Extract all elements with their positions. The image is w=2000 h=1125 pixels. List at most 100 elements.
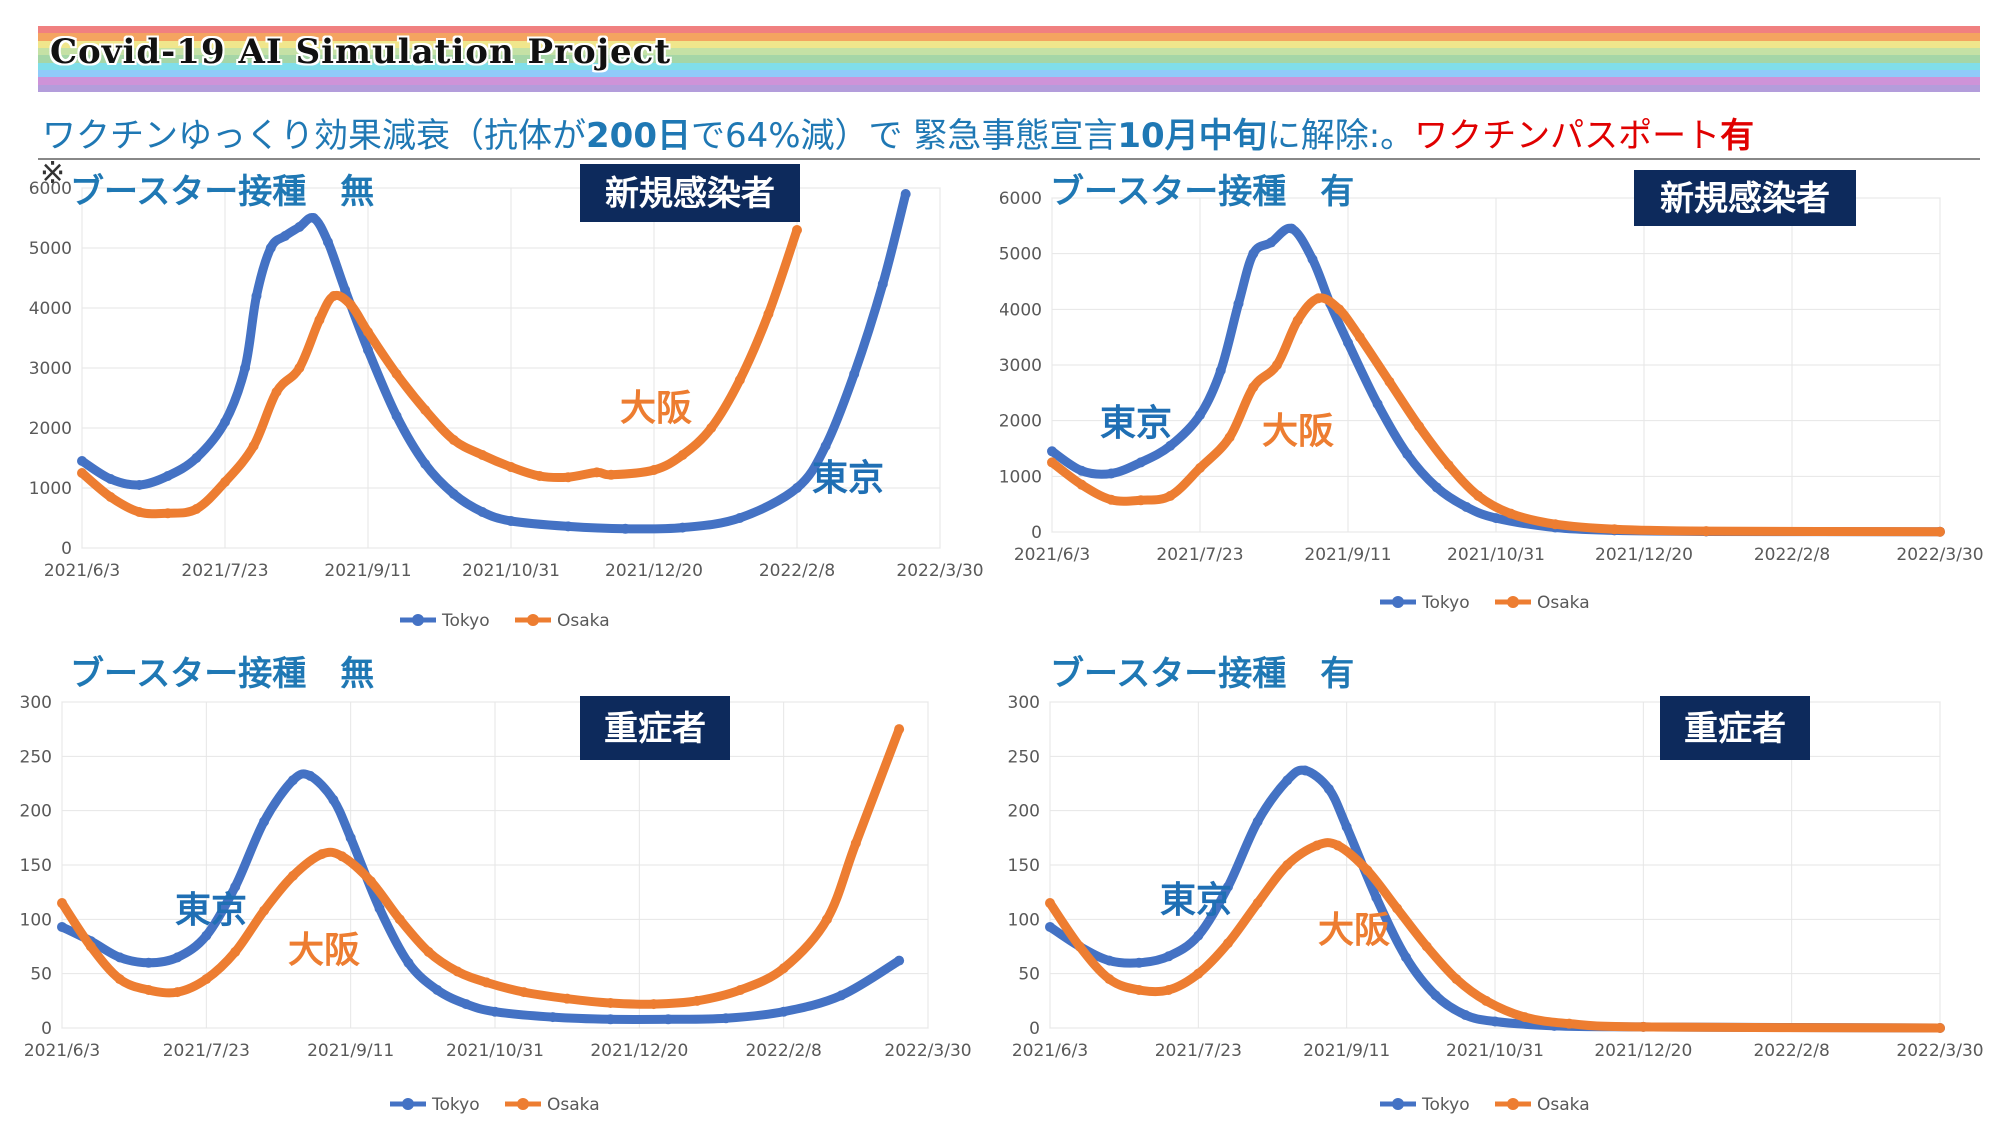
data-point-osaka	[763, 309, 774, 319]
data-point-osaka	[162, 508, 173, 519]
legend-marker	[1392, 596, 1404, 608]
data-point-tokyo	[287, 775, 298, 786]
data-point-osaka	[649, 465, 659, 475]
legend-marker	[517, 1098, 529, 1110]
x-tick-label: 2021/7/23	[1156, 545, 1243, 565]
y-tick-label: 0	[61, 539, 72, 559]
data-point-tokyo	[201, 930, 212, 941]
data-point-osaka	[134, 507, 145, 517]
data-point-osaka	[1473, 490, 1484, 501]
data-point-osaka	[1224, 432, 1235, 443]
subtitle-red-bold: 有	[1720, 116, 1755, 156]
data-point-osaka	[778, 963, 789, 974]
data-point-tokyo	[1372, 398, 1383, 409]
data-point-tokyo	[432, 984, 443, 995]
x-tick-label: 2022/2/8	[1754, 545, 1830, 565]
y-tick-label: 200	[1008, 802, 1040, 822]
banner-stripe	[38, 26, 1980, 34]
data-point-osaka	[57, 898, 67, 909]
x-tick-label: 2021/9/11	[324, 561, 411, 581]
subtitle-red: ワクチンパスポート	[1414, 116, 1721, 156]
data-point-tokyo	[894, 955, 905, 966]
data-point-tokyo	[240, 363, 251, 373]
chart-heading: ブースター接種 無	[70, 172, 374, 212]
y-tick-label: 100	[1008, 910, 1040, 930]
x-tick-label: 2021/10/31	[1446, 1041, 1544, 1061]
data-point-osaka	[591, 467, 602, 478]
legend-marker	[402, 1098, 414, 1110]
data-point-osaka	[105, 492, 116, 502]
data-point-osaka	[648, 999, 659, 1010]
legend-marker	[1507, 596, 1519, 608]
y-tick-label: 3000	[1000, 356, 1042, 376]
chart-cases-booster: 0 1000 2000 3000 4000 5000 6000 2021/6/3 2021/7/…	[1000, 170, 1984, 613]
data-point-osaka	[1334, 304, 1345, 315]
data-point-osaka	[735, 984, 746, 995]
data-point-osaka	[821, 914, 832, 925]
subtitle-part1: ワクチンゆっくり効果減衰（抗体が	[42, 116, 586, 156]
data-point-tokyo	[1286, 223, 1297, 234]
data-point-osaka	[230, 946, 241, 957]
data-point-osaka	[1163, 984, 1174, 995]
data-point-osaka	[420, 405, 431, 415]
subtitle-part3: に解除:。	[1266, 116, 1415, 156]
data-point-tokyo	[1307, 254, 1318, 265]
data-point-osaka	[1421, 941, 1432, 952]
data-point-tokyo	[391, 411, 402, 421]
legend-label: Osaka	[1537, 593, 1590, 613]
data-point-tokyo	[374, 903, 385, 914]
annotation-osaka: 大阪	[1318, 910, 1390, 951]
data-point-tokyo	[877, 279, 888, 289]
data-point-osaka	[259, 905, 270, 916]
data-point-tokyo	[345, 832, 356, 843]
data-point-osaka	[294, 363, 305, 373]
data-point-osaka	[1252, 898, 1263, 909]
data-point-tokyo	[663, 1014, 674, 1025]
data-point-osaka	[1609, 524, 1620, 535]
scenario-subtitle: ワクチンゆっくり効果減衰（抗体が200日で64%減）で 緊急事態宣言10月中旬に…	[42, 108, 1754, 157]
data-point-osaka	[77, 468, 87, 478]
data-point-osaka	[391, 369, 402, 379]
data-point-tokyo	[1106, 468, 1117, 479]
data-point-osaka	[345, 300, 356, 310]
y-tick-label: 50	[30, 965, 52, 985]
data-point-osaka	[1701, 526, 1712, 537]
x-tick-label: 2021/10/31	[462, 561, 560, 581]
data-point-tokyo	[1491, 513, 1501, 524]
data-point-osaka	[562, 993, 573, 1004]
series-line-osaka	[57, 724, 904, 1009]
x-tick-label: 2022/2/8	[745, 1041, 821, 1061]
x-tick-label: 2021/9/11	[307, 1041, 394, 1061]
legend-marker	[1392, 1098, 1404, 1110]
data-point-osaka	[1362, 865, 1373, 876]
y-tick-label: 0	[41, 1019, 52, 1039]
data-point-tokyo	[134, 480, 145, 490]
legend-label: Tokyo	[441, 611, 490, 631]
x-tick-label: 2021/12/20	[590, 1041, 688, 1061]
legend-marker	[527, 614, 539, 626]
data-point-tokyo	[849, 369, 860, 379]
metric-label: 新規感染者	[605, 174, 775, 214]
subtitle-bold2: 10月中旬	[1117, 116, 1267, 156]
data-point-osaka	[677, 450, 688, 460]
legend-label: Tokyo	[1421, 593, 1470, 613]
data-point-tokyo	[230, 881, 241, 892]
subtitle-part2: で64%減）で 緊急事態宣言	[690, 116, 1118, 156]
data-point-osaka	[1271, 360, 1282, 370]
legend-label: Tokyo	[1421, 1095, 1470, 1115]
data-point-osaka	[1195, 462, 1205, 473]
x-tick-label: 2021/10/31	[446, 1041, 544, 1061]
data-point-tokyo	[403, 957, 414, 968]
subtitle-bold1: 200日	[586, 116, 691, 156]
data-point-osaka	[452, 966, 463, 977]
data-point-osaka	[1443, 460, 1454, 471]
note-mark: ※	[40, 156, 66, 191]
metric-label: 重症者	[604, 709, 706, 749]
data-point-osaka	[1223, 938, 1233, 949]
data-point-osaka	[328, 291, 339, 301]
data-point-osaka	[518, 987, 529, 998]
banner-stripe	[38, 55, 1980, 63]
metric-label-box	[580, 164, 800, 222]
data-point-osaka	[1638, 1021, 1649, 1032]
metric-label-box	[580, 696, 730, 760]
